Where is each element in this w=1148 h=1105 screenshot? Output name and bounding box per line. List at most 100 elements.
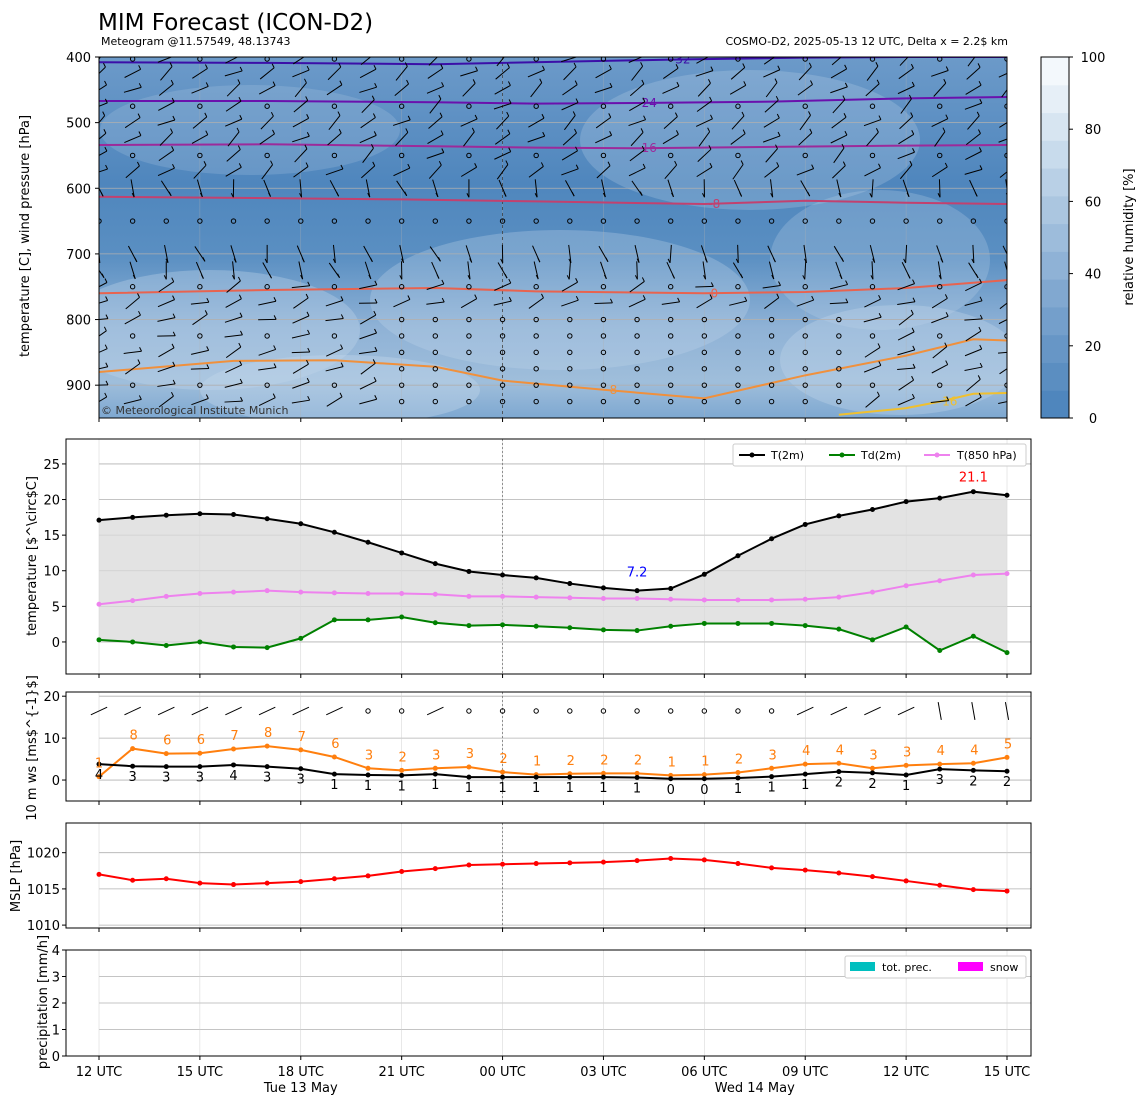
wind-barb [527, 69, 545, 78]
wind-barb [964, 300, 983, 306]
wind-barb [292, 315, 310, 324]
wind-barb-flag [373, 377, 377, 382]
speed-point [533, 774, 539, 780]
wind-barb [359, 134, 377, 144]
wind-barb-flag [507, 81, 511, 86]
wind-calm-marker [567, 333, 573, 339]
td2m-point [163, 643, 169, 649]
surface-wind-barb [864, 706, 881, 716]
wind-barb-flag [575, 278, 579, 283]
wind-barb-flag [912, 279, 916, 284]
wind-barb [258, 300, 277, 306]
wind-barb [530, 82, 543, 98]
wind-barb [359, 380, 377, 390]
wind-barb-flag [641, 145, 645, 151]
gust-label: 3 [365, 748, 373, 763]
wind-barb-flag [239, 312, 243, 317]
wind-barb-flag [204, 310, 208, 315]
wind-barb-flag [979, 314, 983, 320]
wind-barb-flag [609, 131, 613, 136]
wind-barb [359, 86, 377, 93]
wind-barb [360, 57, 372, 66]
wind-barb [731, 115, 745, 130]
wind-barb-flag [872, 258, 876, 263]
wind-barb-flag [138, 131, 142, 136]
td2m-point [869, 637, 875, 643]
speed-point [567, 774, 573, 780]
wind-barb-flag [440, 49, 442, 53]
wind-calm-marker [600, 349, 607, 356]
wind-barb-flag [466, 193, 470, 198]
wind-barb-flag [369, 257, 373, 263]
wind-barb [463, 131, 475, 147]
wind-barb-flag [909, 160, 913, 166]
wind-barb [123, 398, 142, 405]
gust-point [298, 747, 304, 753]
speed-point [668, 776, 674, 782]
wind-barb-flag [911, 130, 915, 135]
wind-barb [931, 364, 948, 374]
wind-barb-flag [272, 393, 276, 398]
wind-barb-flag [104, 344, 108, 349]
chart-title: MIM Forecast (ICON-D2) [98, 10, 373, 36]
td2m-point [197, 639, 203, 645]
wind-barb [662, 133, 679, 145]
panel-frame [65, 438, 1032, 675]
speed-label: 1 [532, 781, 540, 796]
gust-point [500, 769, 506, 775]
wind-barb [697, 82, 711, 97]
wind-calm-marker [634, 333, 640, 339]
upper-ytick-label: 500 [66, 117, 91, 132]
wind-barb-flag [710, 114, 713, 120]
wind-barb [934, 131, 946, 147]
speed-label: 1 [801, 778, 809, 793]
wind-barb-flag [367, 192, 371, 198]
ytick-label: 4 [52, 944, 60, 959]
wind-barb-flag [908, 94, 912, 100]
wind-barb [493, 300, 512, 306]
wind-barb-flag [574, 80, 578, 85]
wind-calm-marker [533, 333, 539, 339]
wind-barb-flag [340, 296, 344, 301]
wind-barb-flag [940, 258, 944, 263]
wind-barb-flag [709, 294, 713, 299]
wind-calm-marker [129, 152, 136, 159]
wind-barb [562, 84, 578, 96]
t850-point [836, 594, 842, 600]
wind-barb [967, 115, 980, 130]
wind-calm-marker [398, 57, 405, 62]
surface-wind-barb [937, 702, 942, 720]
wind-barb-flag [640, 62, 644, 67]
wind-calm-marker [533, 284, 539, 290]
wind-barb-flag [268, 192, 271, 197]
wind-barb-flag [739, 192, 743, 197]
wind-barb-flag [770, 192, 774, 198]
wind-barb-flag [500, 258, 504, 264]
wind-barb-flag [438, 160, 442, 166]
wind-barb-flag [777, 131, 781, 137]
wind-barb [325, 366, 344, 372]
speed-point [869, 770, 875, 776]
xtick-label: 09 UTC [782, 1065, 828, 1080]
gust-label: 3 [903, 745, 911, 760]
wind-barb [291, 333, 310, 339]
wind-barb [124, 117, 141, 129]
colorbar-band [1041, 362, 1069, 391]
wind-barb [998, 318, 1007, 325]
isotherm-line [99, 279, 1007, 295]
wind-barb [798, 66, 812, 81]
gust-line [98, 745, 1008, 778]
wind-calm-marker [869, 103, 876, 109]
wind-calm-marker [735, 57, 741, 62]
speed-label: 3 [936, 773, 944, 788]
wind-barb [293, 297, 309, 309]
wind-barb-flag [938, 274, 942, 280]
wind-barb-flag [875, 61, 879, 67]
surface-wind-barb [1004, 702, 1010, 720]
speed-point [937, 766, 943, 772]
wind-barb [395, 66, 408, 81]
wind-barb-flag [131, 192, 135, 198]
speed-label: 2 [969, 774, 977, 789]
legend-snow: snow [990, 961, 1018, 974]
wind-calm-marker [668, 284, 674, 290]
